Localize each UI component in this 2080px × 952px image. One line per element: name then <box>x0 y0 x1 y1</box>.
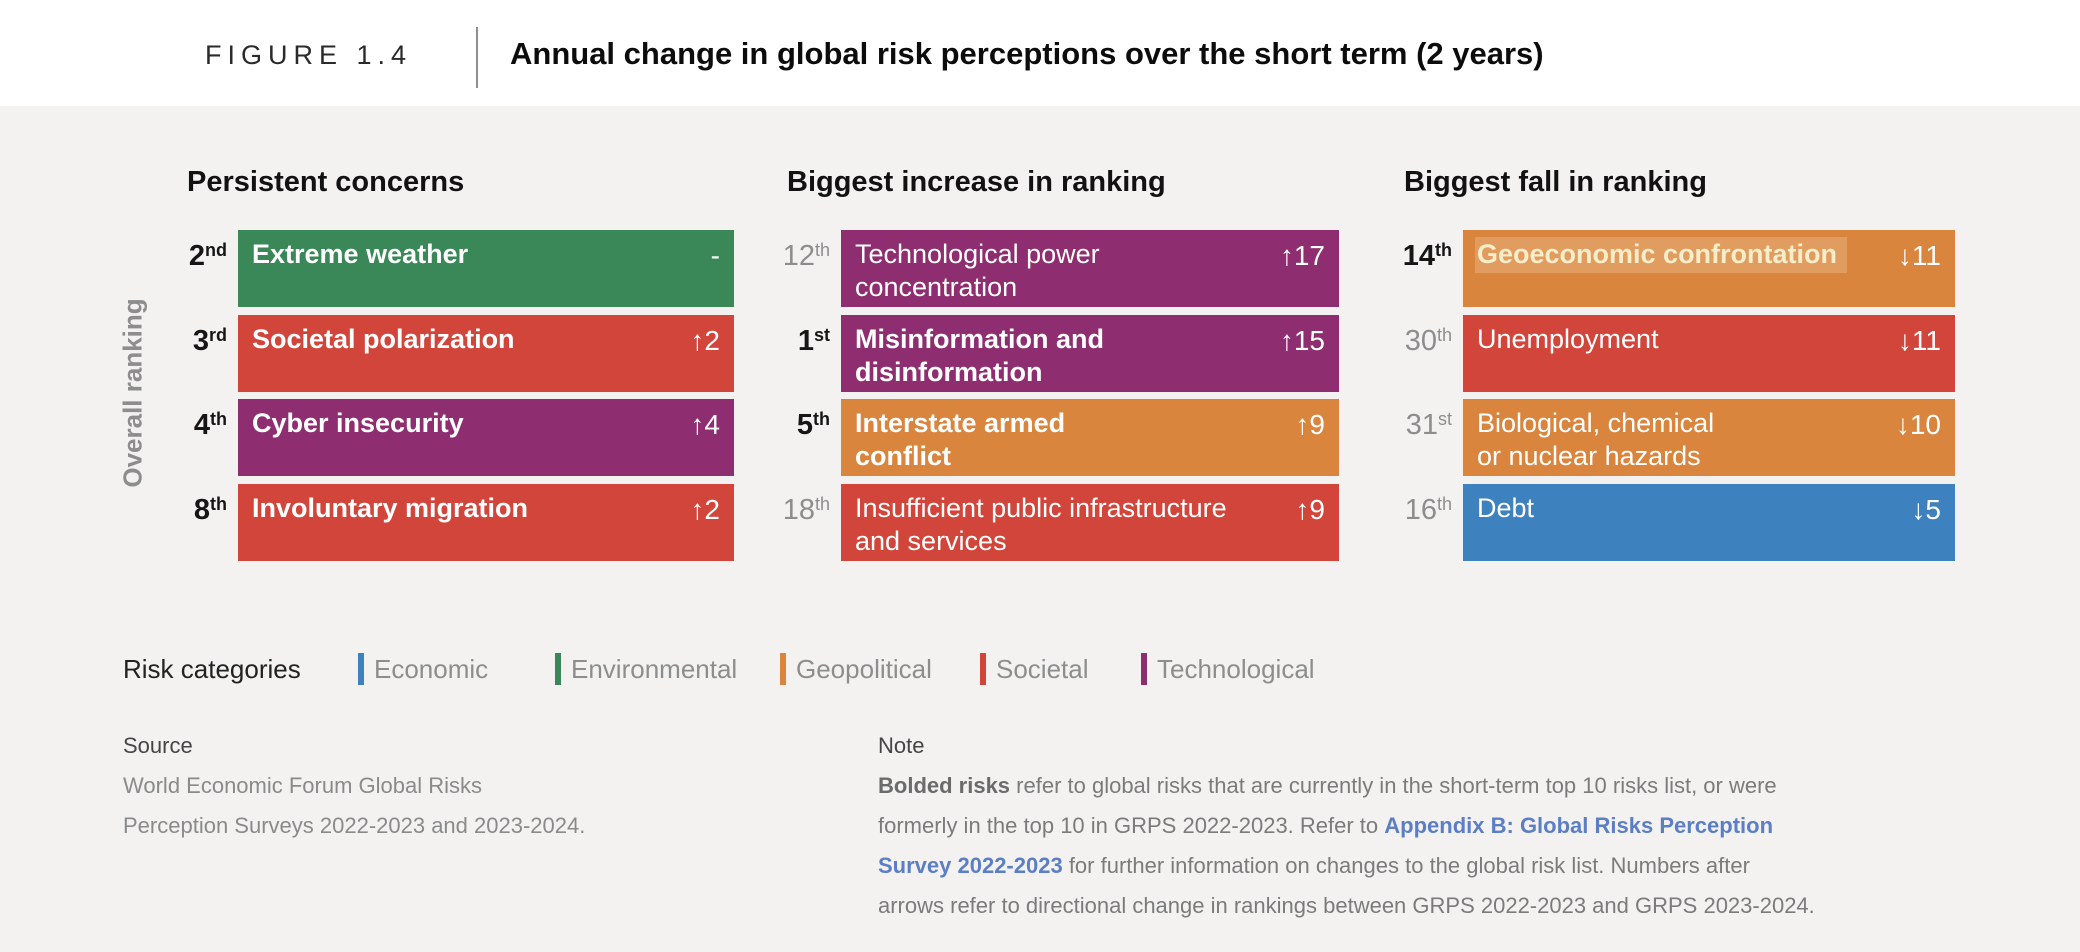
risk-bar: Biological, chemical or nuclear hazards ↓… <box>1463 399 1955 476</box>
header-divider <box>476 27 478 88</box>
rank-change-value: ↑9 <box>1295 409 1325 440</box>
rank-label: 2nd <box>188 240 227 272</box>
source-text: World Economic Forum Global Risks Percep… <box>123 773 586 838</box>
column-heading: Biggest fall in ranking <box>1404 166 1707 198</box>
note-heading: Note <box>878 733 925 758</box>
rank-label: 31st <box>1405 409 1452 441</box>
note-text: Bolded risks refer to global risks that … <box>878 766 1948 926</box>
rank-change-value: ↓10 <box>1895 409 1941 440</box>
rank-label: 30th <box>1404 325 1452 357</box>
risk-bar-label: Geoeconomic confrontation <box>1475 237 1848 273</box>
column-heading: Persistent concerns <box>187 166 465 198</box>
risk-bar-label: Cyber insecurity <box>252 408 464 438</box>
risk-bar: Insufficient public infrastructure and s… <box>841 484 1339 561</box>
risk-bar-label: Extreme weather <box>252 239 469 269</box>
legend-item-label: Economic <box>374 654 489 684</box>
risk-bar: Societal polarization ↑2 <box>238 315 734 392</box>
figure-title: Annual change in global risk perceptions… <box>510 36 1544 71</box>
rank-label: 3rd <box>192 325 227 357</box>
rank-change-value: ↑2 <box>690 325 720 356</box>
legend-title: Risk categories <box>123 654 301 684</box>
rank-label: 8th <box>193 494 227 526</box>
appendix-link[interactable]: Appendix B: Global Risks Perception Surv… <box>878 813 1774 878</box>
note-bold-text: Bolded risks <box>878 773 1011 798</box>
risk-bar-label: Biological, chemical or nuclear hazards <box>1477 408 1715 471</box>
rank-change-value: ↑9 <box>1295 494 1325 525</box>
note-plain-text: refer to global risks that are currently… <box>878 773 1777 838</box>
rank-change-value: ↑4 <box>690 409 720 440</box>
risk-bar: Cyber insecurity ↑4 <box>238 399 734 476</box>
risk-bar-label: Insufficient public infrastructure and s… <box>855 493 1227 556</box>
rank-change-value: - <box>710 240 720 271</box>
risk-bar: Misinformation and disinformation ↑15 <box>841 315 1339 392</box>
legend-item-label: Technological <box>1157 654 1315 684</box>
rank-label: 1st <box>797 325 830 357</box>
note-plain-text: for further information on changes to th… <box>878 853 1815 918</box>
source-heading: Source <box>123 733 193 758</box>
legend-swatch <box>980 653 986 685</box>
rank-change-value: ↑2 <box>690 494 720 525</box>
risk-bar: Interstate armed conflict ↑9 <box>841 399 1339 476</box>
risk-bar: Debt ↓5 <box>1463 484 1955 561</box>
rank-label: 5th <box>796 409 830 441</box>
rank-label: 18th <box>782 494 830 526</box>
legend-item-label: Geopolitical <box>796 654 932 684</box>
risk-bar-label: Misinformation and disinformation <box>855 324 1104 387</box>
column-heading: Biggest increase in ranking <box>787 166 1166 198</box>
risk-bar-label: Unemployment <box>1477 324 1659 354</box>
rank-label: 14th <box>1402 240 1452 272</box>
rank-change-value: ↓11 <box>1897 325 1941 356</box>
risk-bar-label: Societal polarization <box>252 324 515 354</box>
risk-bar-label: Interstate armed conflict <box>855 408 1066 471</box>
legend-item-label: Environmental <box>571 654 738 684</box>
figure-number: FIGURE 1.4 <box>205 40 413 70</box>
risk-bar-label: Involuntary migration <box>252 493 529 523</box>
rank-label: 4th <box>193 409 227 441</box>
risk-bar-label: Debt <box>1477 493 1535 523</box>
figure-header: FIGURE 1.4 Annual change in global risk … <box>0 0 2080 106</box>
legend-swatch <box>1141 653 1147 685</box>
rank-change-value: ↓11 <box>1897 240 1941 271</box>
rank-label: 16th <box>1404 494 1452 526</box>
risk-bar: Extreme weather - <box>238 230 734 307</box>
legend-swatch <box>555 653 561 685</box>
risk-bar: Technological power concentration ↑17 <box>841 230 1339 307</box>
legend-swatch <box>780 653 786 685</box>
risk-bar: Unemployment ↓11 <box>1463 315 1955 392</box>
rank-change-value: ↑17 <box>1279 240 1325 271</box>
rank-label: 12th <box>782 240 830 272</box>
rank-change-value: ↑15 <box>1279 325 1325 356</box>
legend-item-label: Societal <box>996 654 1089 684</box>
risk-bar: Involuntary migration ↑2 <box>238 484 734 561</box>
risk-bar-label: Technological power concentration <box>855 239 1100 302</box>
rank-change-value: ↓5 <box>1911 494 1941 525</box>
risk-bar: Geoeconomic confrontation ↓11 <box>1463 230 1955 307</box>
legend-swatch <box>358 653 364 685</box>
